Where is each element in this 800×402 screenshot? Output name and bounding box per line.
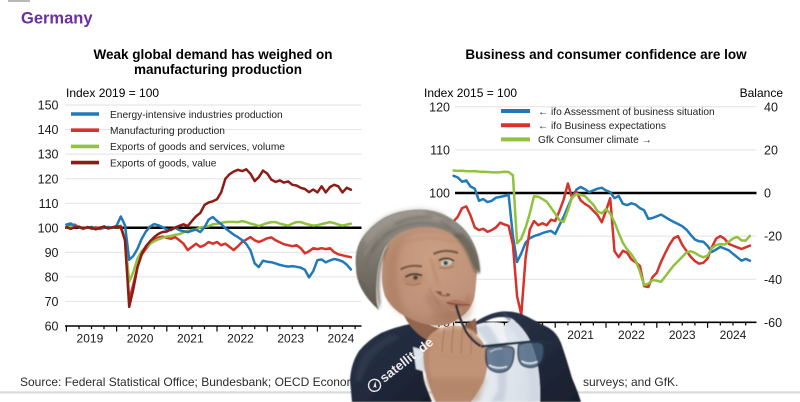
svg-text:70: 70 (45, 295, 59, 309)
svg-text:Manufacturing production: Manufacturing production (110, 126, 225, 137)
svg-text:Germany: Germany (21, 10, 93, 28)
svg-text:20: 20 (764, 144, 778, 158)
svg-text:2019: 2019 (77, 332, 104, 346)
svg-text:80: 80 (45, 271, 59, 285)
svg-text:2023: 2023 (277, 332, 304, 346)
svg-text:120: 120 (429, 100, 450, 114)
svg-text:2024: 2024 (720, 328, 747, 342)
svg-text:140: 140 (38, 123, 59, 137)
svg-text:2021: 2021 (177, 332, 204, 346)
svg-text:130: 130 (38, 148, 59, 162)
svg-text:-20: -20 (764, 230, 782, 244)
svg-text:-60: -60 (764, 316, 782, 330)
svg-text:110: 110 (39, 197, 59, 211)
svg-text:2022: 2022 (227, 332, 254, 346)
svg-text:Source: Federal Statistical Of: Source: Federal Statistical Office; Bund… (20, 375, 398, 389)
svg-text:manufacturing production: manufacturing production (134, 62, 302, 77)
svg-text:40: 40 (764, 100, 778, 114)
svg-text:2020: 2020 (127, 332, 154, 346)
svg-text:← ifo Business expectations: ← ifo Business expectations (538, 121, 666, 132)
svg-text:-40: -40 (764, 273, 782, 287)
svg-text:surveys; and GfK.: surveys; and GfK. (583, 375, 678, 389)
svg-text:150: 150 (38, 99, 59, 113)
svg-text:Index 2019 = 100: Index 2019 = 100 (66, 86, 159, 100)
svg-text:0: 0 (764, 187, 771, 201)
svg-text:Weak global demand has weighed: Weak global demand has weighed on (93, 47, 332, 62)
svg-text:120: 120 (38, 172, 59, 186)
svg-text:Energy-intensive industries pr: Energy-intensive industries production (110, 110, 283, 121)
svg-text:2021: 2021 (567, 328, 594, 342)
svg-text:Balance: Balance (740, 86, 784, 100)
svg-text:Gfk Consumer climate →: Gfk Consumer climate → (538, 135, 652, 146)
svg-text:110: 110 (430, 144, 450, 158)
svg-text:Exports of goods, value: Exports of goods, value (110, 158, 217, 169)
svg-text:Exports of goods and services,: Exports of goods and services, volume (110, 142, 285, 153)
svg-text:← ifo Assessment of business s: ← ifo Assessment of business situation (538, 107, 715, 118)
svg-text:2022: 2022 (618, 328, 645, 342)
svg-text:100: 100 (38, 221, 59, 235)
svg-text:2023: 2023 (669, 328, 696, 342)
svg-text:Business and consumer confiden: Business and consumer confidence are low (465, 47, 747, 62)
svg-text:2024: 2024 (328, 332, 355, 346)
svg-text:Index 2015 = 100: Index 2015 = 100 (424, 86, 517, 100)
svg-text:100: 100 (429, 187, 450, 201)
svg-text:60: 60 (45, 320, 59, 334)
svg-text:90: 90 (45, 246, 59, 260)
